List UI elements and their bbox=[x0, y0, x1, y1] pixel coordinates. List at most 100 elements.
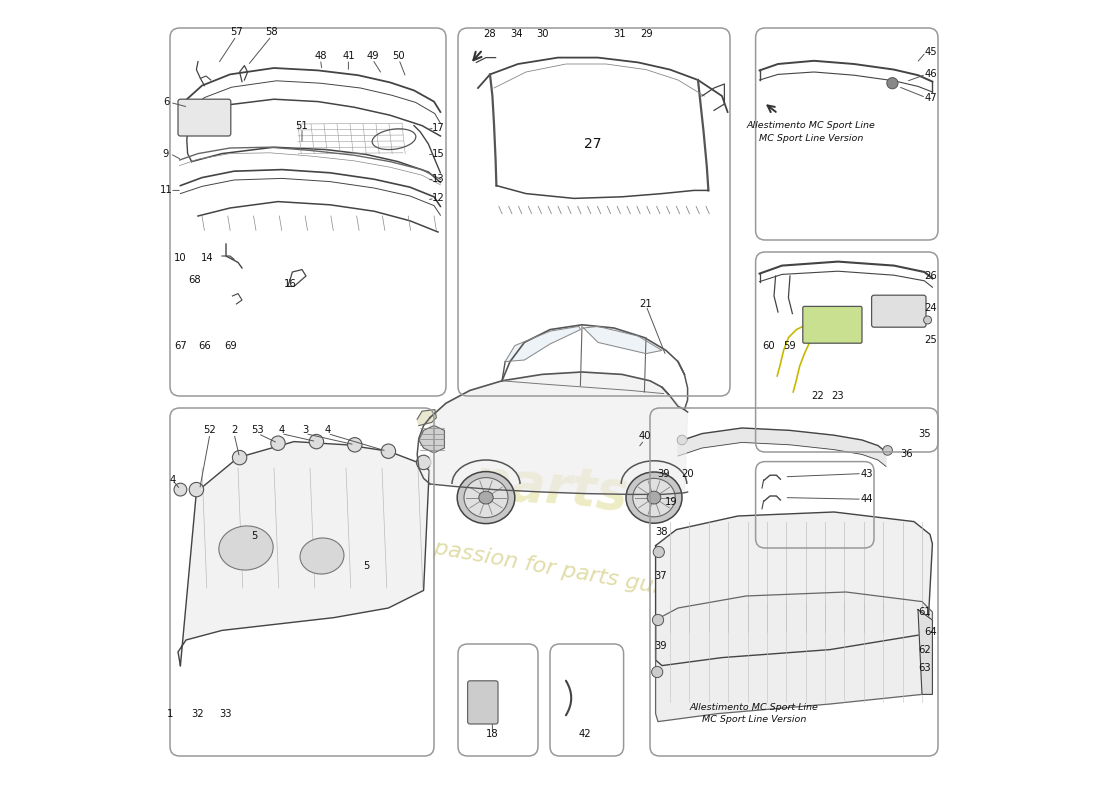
Circle shape bbox=[652, 614, 663, 626]
Circle shape bbox=[348, 438, 362, 452]
Text: 22: 22 bbox=[812, 391, 824, 401]
Text: 23: 23 bbox=[832, 391, 845, 401]
Circle shape bbox=[653, 546, 664, 558]
Text: 33: 33 bbox=[220, 709, 232, 718]
Circle shape bbox=[651, 666, 663, 678]
Text: 51: 51 bbox=[296, 121, 308, 130]
Polygon shape bbox=[918, 610, 933, 694]
Text: 68: 68 bbox=[188, 275, 201, 285]
Text: 24: 24 bbox=[924, 303, 937, 313]
Text: 29: 29 bbox=[640, 29, 653, 38]
Text: 35: 35 bbox=[918, 429, 931, 438]
Text: 6: 6 bbox=[163, 98, 169, 107]
Text: 47: 47 bbox=[924, 93, 937, 102]
Text: a passion for parts guide: a passion for parts guide bbox=[411, 534, 689, 602]
Text: 25: 25 bbox=[924, 335, 937, 345]
Text: 45: 45 bbox=[924, 47, 937, 57]
Polygon shape bbox=[656, 592, 933, 722]
Text: 38: 38 bbox=[656, 527, 669, 537]
Text: parts: parts bbox=[470, 455, 630, 521]
Text: 2: 2 bbox=[231, 426, 238, 435]
Text: 39: 39 bbox=[654, 642, 667, 651]
Circle shape bbox=[887, 78, 898, 89]
Circle shape bbox=[309, 434, 323, 449]
Text: 53: 53 bbox=[252, 426, 264, 435]
Text: 44: 44 bbox=[860, 494, 873, 504]
Text: 39: 39 bbox=[658, 469, 670, 478]
Text: 1: 1 bbox=[167, 709, 173, 718]
Ellipse shape bbox=[626, 472, 682, 523]
Text: 10: 10 bbox=[174, 253, 187, 262]
Text: 30: 30 bbox=[537, 29, 549, 38]
Text: 3: 3 bbox=[302, 426, 308, 435]
Circle shape bbox=[417, 455, 431, 470]
Text: 43: 43 bbox=[860, 469, 873, 478]
Text: 63: 63 bbox=[918, 663, 931, 673]
Text: 41: 41 bbox=[342, 51, 354, 61]
Text: 34: 34 bbox=[510, 29, 522, 38]
Text: 66: 66 bbox=[198, 341, 211, 350]
Circle shape bbox=[678, 435, 686, 445]
Text: 19: 19 bbox=[666, 498, 678, 507]
Text: 57: 57 bbox=[230, 27, 243, 37]
Text: 15: 15 bbox=[431, 149, 444, 158]
Text: 60: 60 bbox=[762, 341, 774, 350]
Polygon shape bbox=[678, 428, 886, 466]
Text: 31: 31 bbox=[614, 29, 626, 38]
Text: 21: 21 bbox=[639, 299, 652, 309]
Polygon shape bbox=[584, 326, 662, 354]
Text: 26: 26 bbox=[924, 271, 937, 281]
Circle shape bbox=[232, 450, 246, 465]
Circle shape bbox=[174, 483, 187, 496]
Polygon shape bbox=[505, 326, 581, 362]
Text: 49: 49 bbox=[366, 51, 378, 61]
Text: 46: 46 bbox=[924, 70, 937, 79]
Text: 14: 14 bbox=[201, 253, 213, 262]
Circle shape bbox=[883, 446, 892, 455]
Text: 36: 36 bbox=[901, 450, 913, 459]
Polygon shape bbox=[430, 372, 688, 494]
Text: 20: 20 bbox=[681, 469, 694, 478]
Ellipse shape bbox=[464, 478, 508, 518]
Text: 59: 59 bbox=[783, 341, 796, 350]
Text: 28: 28 bbox=[484, 29, 496, 38]
Text: MC Sport Line Version: MC Sport Line Version bbox=[759, 134, 864, 143]
Text: 9: 9 bbox=[163, 149, 169, 158]
Text: 5: 5 bbox=[251, 531, 257, 541]
FancyBboxPatch shape bbox=[178, 99, 231, 136]
Ellipse shape bbox=[219, 526, 273, 570]
Text: 16: 16 bbox=[284, 279, 296, 289]
Ellipse shape bbox=[478, 491, 493, 504]
Polygon shape bbox=[417, 410, 437, 426]
FancyBboxPatch shape bbox=[871, 295, 926, 327]
Text: Allestimento MC Sport Line: Allestimento MC Sport Line bbox=[690, 703, 818, 713]
Text: 64: 64 bbox=[924, 627, 937, 637]
Text: 11: 11 bbox=[160, 186, 173, 195]
Polygon shape bbox=[656, 512, 933, 666]
Text: 50: 50 bbox=[393, 51, 405, 61]
Text: 61: 61 bbox=[918, 607, 931, 617]
Text: Allestimento MC Sport Line: Allestimento MC Sport Line bbox=[747, 121, 876, 130]
Circle shape bbox=[924, 316, 932, 324]
Text: 69: 69 bbox=[224, 341, 238, 350]
Text: 4: 4 bbox=[278, 426, 284, 435]
Polygon shape bbox=[178, 442, 429, 666]
Ellipse shape bbox=[632, 478, 675, 517]
Text: 4: 4 bbox=[169, 475, 176, 485]
Text: 13: 13 bbox=[431, 174, 444, 184]
Circle shape bbox=[382, 444, 396, 458]
Text: 52: 52 bbox=[204, 426, 217, 435]
Text: 17: 17 bbox=[431, 123, 444, 133]
Text: 27: 27 bbox=[584, 137, 602, 151]
Text: 67: 67 bbox=[174, 341, 187, 350]
Circle shape bbox=[271, 436, 285, 450]
Circle shape bbox=[189, 482, 204, 497]
Text: 40: 40 bbox=[638, 431, 651, 441]
Text: 48: 48 bbox=[315, 51, 327, 61]
Ellipse shape bbox=[300, 538, 344, 574]
Ellipse shape bbox=[647, 491, 661, 504]
FancyBboxPatch shape bbox=[468, 681, 498, 724]
Polygon shape bbox=[419, 426, 444, 453]
Text: 5: 5 bbox=[363, 562, 370, 571]
Text: MC Sport Line Version: MC Sport Line Version bbox=[702, 715, 806, 725]
